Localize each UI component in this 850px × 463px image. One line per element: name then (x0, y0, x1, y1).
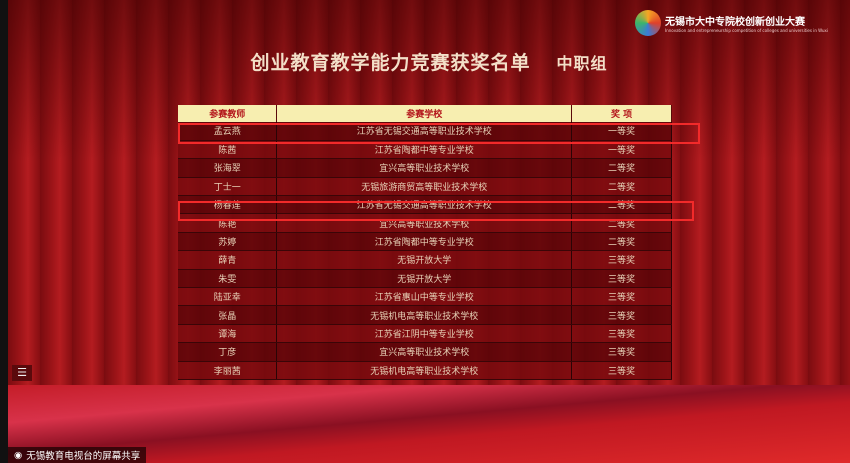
award-cell: 二等奖 (571, 158, 672, 178)
subtitle: 中职组 (556, 54, 608, 73)
award-cell: 三等奖 (571, 269, 672, 289)
share-text: 无锡教育电视台的屏幕共享 (26, 451, 141, 462)
teacher-cell: 丁彦 (178, 342, 278, 362)
award-cell: 三等奖 (571, 342, 672, 362)
award-cell: 一等奖 (571, 122, 672, 141)
logo-mark-icon (635, 10, 662, 36)
header-school: 参赛学校 (276, 105, 573, 122)
awards-table: 参赛教师 参赛学校 奖 项 孟云燕 江苏省无锡交通高等职业技术学校 一等奖 陈茜 江苏省… (178, 105, 672, 380)
school-cell: 江苏省惠山中等专业学校 (276, 287, 573, 307)
award-cell: 二等奖 (571, 213, 672, 233)
teacher-cell: 陈艳 (178, 213, 278, 233)
award-cell: 二等奖 (571, 195, 672, 215)
award-cell: 三等奖 (571, 250, 672, 270)
table-row: 张晶 无锡机电高等职业技术学校 三等奖 (178, 305, 672, 325)
table-row: 谭海 江苏省江阴中等专业学校 三等奖 (178, 324, 672, 344)
teacher-cell: 谭海 (178, 324, 278, 344)
award-cell: 二等奖 (571, 232, 672, 252)
logo-text: 无锡市大中专院校创新创业大赛 (665, 17, 806, 28)
title-text: 创业教育教学能力竞赛获奖名单 (250, 52, 531, 74)
teacher-cell: 李丽茜 (178, 361, 278, 380)
school-cell: 江苏省无锡交通高等职业技术学校 (276, 195, 573, 215)
teacher-cell: 张晶 (178, 305, 278, 325)
teacher-cell: 陈茜 (178, 140, 278, 160)
logo-en: Innovation and entrepreneurship competit… (665, 28, 828, 33)
screen-share-label: ◉ 无锡教育电视台的屏幕共享 (8, 447, 147, 463)
menu-icon[interactable]: ☰ (12, 365, 32, 381)
award-cell: 二等奖 (571, 177, 672, 197)
table-row: 陈茜 江苏省陶都中等专业学校 一等奖 (178, 140, 672, 160)
school-cell: 宜兴高等职业技术学校 (276, 342, 573, 362)
header-teacher: 参赛教师 (178, 105, 278, 122)
teacher-cell: 苏婷 (178, 232, 278, 252)
school-cell: 无锡开放大学 (276, 269, 573, 289)
table-row: 李丽茜 无锡机电高等职业技术学校 三等奖 (178, 361, 672, 380)
award-cell: 三等奖 (571, 361, 672, 380)
table-row: 朱雯 无锡开放大学 三等奖 (178, 269, 672, 289)
table-row: 苏婷 江苏省陶都中等专业学校 二等奖 (178, 232, 672, 252)
school-cell: 无锡开放大学 (276, 250, 573, 270)
school-cell: 无锡机电高等职业技术学校 (276, 305, 573, 325)
share-icon: ◉ (14, 449, 23, 461)
slide-title: 创业教育教学能力竞赛获奖名单 中职组 (8, 48, 850, 75)
school-cell: 宜兴高等职业技术学校 (276, 158, 573, 178)
teacher-cell: 孟云燕 (178, 122, 278, 141)
award-cell: 三等奖 (571, 287, 672, 307)
school-cell: 无锡旅游商贸高等职业技术学校 (276, 177, 573, 197)
teacher-cell: 朱雯 (178, 269, 278, 289)
highlight-box-1 (178, 123, 700, 144)
school-cell: 宜兴高等职业技术学校 (276, 213, 573, 233)
highlight-box-2 (178, 201, 694, 221)
table-row: 丁士一 无锡旅游商贸高等职业技术学校 二等奖 (178, 177, 672, 197)
table-row: 张海翠 宜兴高等职业技术学校 二等奖 (178, 158, 672, 178)
award-cell: 一等奖 (571, 140, 672, 160)
teacher-cell: 丁士一 (178, 177, 278, 197)
school-cell: 江苏省江阴中等专业学校 (276, 324, 573, 344)
table-row: 丁彦 宜兴高等职业技术学校 三等奖 (178, 342, 672, 362)
teacher-cell: 张海翠 (178, 158, 278, 178)
left-edge (0, 0, 8, 463)
table-row: 薛青 无锡开放大学 三等奖 (178, 250, 672, 270)
decorative-wave (8, 385, 850, 463)
school-cell: 江苏省陶都中等专业学校 (276, 140, 573, 160)
award-cell: 三等奖 (571, 324, 672, 344)
table-row: 孟云燕 江苏省无锡交通高等职业技术学校 一等奖 (178, 122, 672, 141)
table-row: 陆亚幸 江苏省惠山中等专业学校 三等奖 (178, 287, 672, 307)
school-cell: 江苏省无锡交通高等职业技术学校 (276, 122, 573, 141)
teacher-cell: 陆亚幸 (178, 287, 278, 307)
table-row: 陈艳 宜兴高等职业技术学校 二等奖 (178, 213, 672, 233)
award-cell: 三等奖 (571, 305, 672, 325)
logo: 无锡市大中专院校创新创业大赛 Innovation and entreprene… (635, 10, 828, 36)
teacher-cell: 薛青 (178, 250, 278, 270)
teacher-cell: 杨春莲 (178, 195, 278, 215)
school-cell: 无锡机电高等职业技术学校 (276, 361, 573, 380)
header-award: 奖 项 (571, 105, 672, 122)
school-cell: 江苏省陶都中等专业学校 (276, 232, 573, 252)
table-row: 杨春莲 江苏省无锡交通高等职业技术学校 二等奖 (178, 195, 672, 215)
